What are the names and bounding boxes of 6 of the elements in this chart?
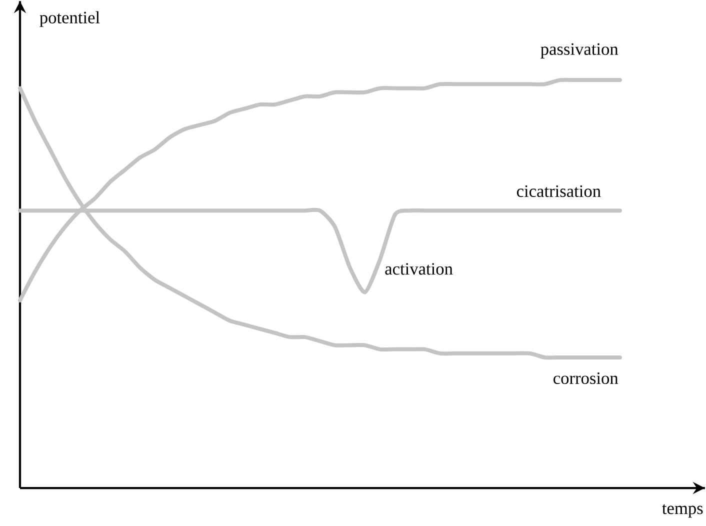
annotation: activation bbox=[385, 263, 453, 275]
series-label: passivation bbox=[540, 43, 618, 58]
x-axis-title: temps bbox=[662, 504, 703, 518]
y-axis-title: potentiel bbox=[40, 11, 100, 27]
series-label: cicatrisation bbox=[516, 185, 601, 197]
series-label: corrosion bbox=[554, 372, 618, 384]
